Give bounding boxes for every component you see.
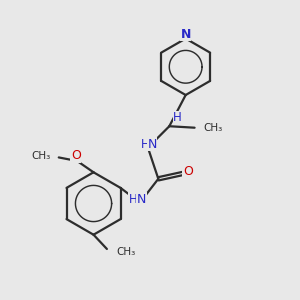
Text: N: N: [147, 138, 157, 151]
Text: N: N: [181, 28, 191, 40]
Text: O: O: [71, 149, 81, 162]
Text: CH₃: CH₃: [116, 247, 136, 257]
Text: CH₃: CH₃: [31, 151, 50, 161]
Text: CH₃: CH₃: [203, 123, 222, 133]
Text: H: H: [141, 138, 149, 151]
Text: H: H: [129, 193, 138, 206]
Text: H: H: [173, 111, 182, 124]
Text: O: O: [183, 166, 193, 178]
Text: N: N: [137, 193, 146, 206]
